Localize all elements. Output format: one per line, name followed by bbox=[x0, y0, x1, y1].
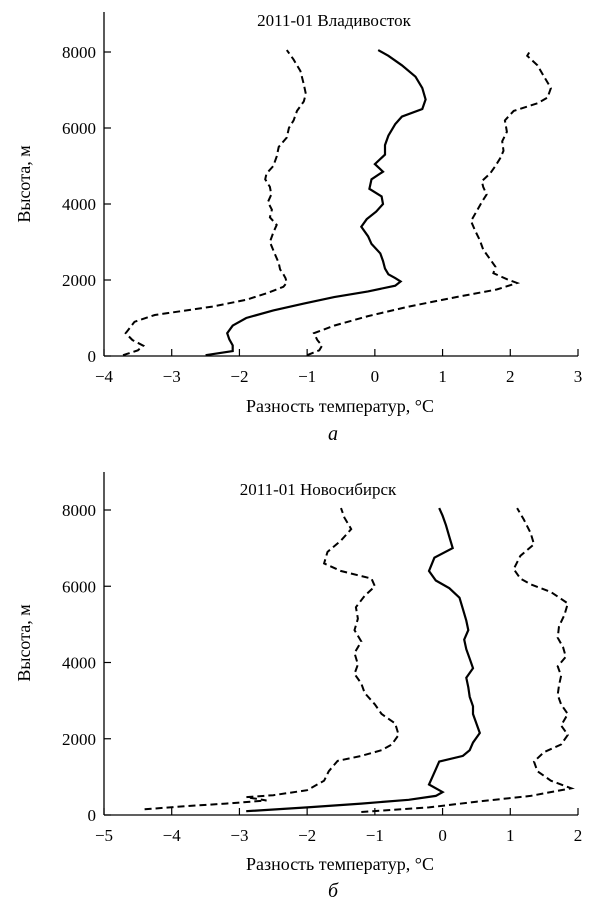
x-tick-label: −3 bbox=[163, 367, 181, 386]
series-line-center-solid bbox=[205, 49, 427, 357]
y-axis-title: Высота, м bbox=[14, 604, 34, 681]
x-tick-label: −5 bbox=[95, 826, 113, 845]
y-ticks: 0 2000 4000 6000 8000 bbox=[62, 43, 111, 366]
y-tick: 0 bbox=[88, 806, 111, 825]
series-line-center-solid bbox=[246, 507, 482, 813]
y-tick: 6000 bbox=[62, 119, 111, 138]
x-tick-label: −4 bbox=[95, 367, 114, 386]
y-tick: 2000 bbox=[62, 730, 111, 749]
y-tick-label: 4000 bbox=[62, 654, 96, 673]
y-tick: 8000 bbox=[62, 501, 111, 520]
series-line-right-dashed bbox=[361, 507, 575, 813]
panel-label: а bbox=[328, 423, 338, 445]
y-tick: 8000 bbox=[62, 43, 111, 62]
x-ticks: −4 −3 −2 −1 0 1 2 3 bbox=[95, 349, 582, 386]
series-line-right-dashed bbox=[306, 49, 553, 357]
y-tick: 4000 bbox=[62, 195, 111, 214]
chart-title: 2011-01 Новосибирск bbox=[240, 480, 397, 499]
x-tick: 0 bbox=[371, 349, 380, 386]
x-tick: −5 bbox=[95, 808, 113, 845]
x-tick-label: 0 bbox=[438, 826, 447, 845]
y-tick-label: 2000 bbox=[62, 271, 96, 290]
y-tick: 4000 bbox=[62, 654, 111, 673]
y-tick: 0 bbox=[88, 347, 111, 366]
series-lines bbox=[122, 49, 553, 357]
y-axis-title: Высота, м bbox=[14, 145, 34, 222]
panel-label: б bbox=[328, 880, 339, 902]
y-tick-label: 6000 bbox=[62, 577, 96, 596]
series-lines bbox=[144, 507, 575, 813]
x-tick-label: −1 bbox=[366, 826, 384, 845]
x-tick: −4 bbox=[95, 349, 114, 386]
x-tick-label: −4 bbox=[163, 826, 182, 845]
x-tick: −3 bbox=[163, 349, 181, 386]
y-tick-label: 8000 bbox=[62, 501, 96, 520]
x-tick-label: 2 bbox=[574, 826, 583, 845]
x-tick-label: 1 bbox=[438, 367, 447, 386]
x-tick: 1 bbox=[506, 808, 515, 845]
x-tick-label: −3 bbox=[230, 826, 248, 845]
y-tick: 6000 bbox=[62, 577, 111, 596]
y-tick-label: 6000 bbox=[62, 119, 96, 138]
x-tick-label: 3 bbox=[574, 367, 583, 386]
chart-panel-a: 2011-01 Владивосток −4 −3 −2 −1 0 1 2 3 … bbox=[14, 11, 582, 445]
x-tick: −3 bbox=[230, 808, 248, 845]
x-tick-label: 0 bbox=[371, 367, 380, 386]
y-tick-label: 2000 bbox=[62, 730, 96, 749]
x-tick: 0 bbox=[438, 808, 447, 845]
y-tick-label: 4000 bbox=[62, 195, 96, 214]
x-tick-label: 2 bbox=[506, 367, 515, 386]
x-tick: 1 bbox=[438, 349, 447, 386]
x-tick: 2 bbox=[574, 808, 583, 845]
x-tick: −4 bbox=[163, 808, 182, 845]
y-tick: 2000 bbox=[62, 271, 111, 290]
x-tick-label: 1 bbox=[506, 826, 515, 845]
chart-panel-b: 2011-01 Новосибирск −5 −4 −3 −2 −1 0 1 2… bbox=[14, 472, 582, 902]
x-tick-label: −2 bbox=[230, 367, 248, 386]
y-tick-label: 8000 bbox=[62, 43, 96, 62]
x-tick: −2 bbox=[298, 808, 316, 845]
x-tick: −2 bbox=[230, 349, 248, 386]
x-axis-title: Разность температур, °C bbox=[246, 396, 434, 416]
x-axis-title: Разность температур, °C bbox=[246, 854, 434, 874]
y-tick-label: 0 bbox=[88, 806, 97, 825]
series-line-left-dashed bbox=[144, 507, 400, 811]
y-ticks: 0 2000 4000 6000 8000 bbox=[62, 501, 111, 825]
y-tick-label: 0 bbox=[88, 347, 97, 366]
x-tick-label: −1 bbox=[298, 367, 316, 386]
x-ticks: −5 −4 −3 −2 −1 0 1 2 bbox=[95, 808, 582, 845]
x-tick: −1 bbox=[366, 808, 384, 845]
x-tick-label: −2 bbox=[298, 826, 316, 845]
chart-title: 2011-01 Владивосток bbox=[257, 11, 411, 30]
x-tick: 2 bbox=[506, 349, 515, 386]
x-tick: 3 bbox=[574, 349, 583, 386]
